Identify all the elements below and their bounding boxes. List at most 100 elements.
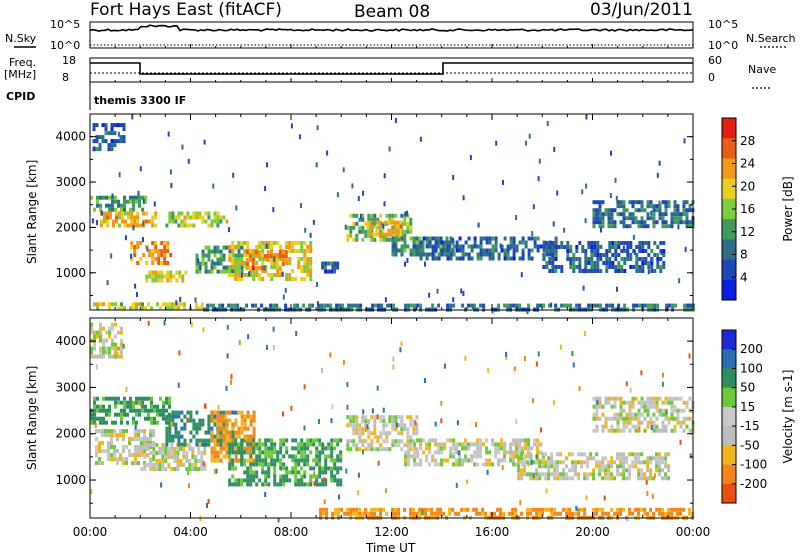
noise-search-label: N.Search — [746, 32, 796, 45]
heatmap-cell — [327, 446, 331, 451]
heatmap-cell — [599, 303, 603, 308]
heatmap-cell — [216, 414, 220, 419]
heatmap-cell — [240, 257, 244, 261]
heatmap-cell — [258, 454, 262, 459]
heatmap-cell — [189, 430, 193, 435]
heatmap-cell — [682, 416, 686, 421]
heatmap-cell — [149, 445, 152, 450]
heatmap-speckle — [392, 356, 395, 362]
heatmap-cell — [601, 424, 605, 429]
heatmap-cell — [245, 266, 249, 271]
heatmap-cell — [538, 460, 542, 465]
heatmap-cell — [168, 302, 171, 307]
heatmap-cell — [485, 446, 489, 451]
heatmap-cell — [324, 470, 328, 475]
heatmap-cell — [300, 442, 304, 447]
heatmap-cell — [565, 476, 569, 481]
heatmap-cell — [154, 249, 158, 253]
colorbar-swatch — [722, 118, 736, 139]
heatmap-cell — [643, 224, 647, 229]
heatmap-cell — [270, 458, 274, 463]
heatmap-cell — [213, 458, 217, 463]
heatmap-cell — [527, 438, 531, 443]
heatmap-cell — [422, 438, 426, 443]
heatmap-cell — [116, 123, 120, 128]
heatmap-cell — [382, 423, 386, 428]
heatmap-cell — [634, 424, 638, 429]
heatmap-cell — [96, 306, 99, 311]
heatmap-cell — [181, 278, 185, 283]
heatmap-speckle — [376, 385, 379, 391]
heatmap-cell — [406, 225, 410, 230]
heatmap-speckle — [211, 259, 214, 265]
heatmap-cell — [611, 261, 615, 265]
heatmap-cell — [309, 269, 313, 273]
heatmap-cell — [569, 245, 573, 249]
heatmap-cell — [261, 466, 265, 471]
heatmap-cell — [183, 306, 186, 311]
heatmap-speckle — [146, 246, 149, 252]
heatmap-cell — [586, 456, 590, 461]
heatmap-cell — [255, 482, 259, 487]
heatmap-cell — [297, 478, 301, 483]
heatmap-cell — [218, 303, 222, 308]
velocity-region — [95, 429, 155, 466]
heatmap-cell — [324, 265, 328, 270]
heatmap-cell — [213, 265, 217, 270]
heatmap-cell — [264, 265, 268, 269]
heatmap-cell — [575, 257, 579, 261]
heatmap-cell — [653, 253, 657, 257]
heatmap-cell — [128, 437, 131, 442]
heatmap-cell — [129, 195, 132, 200]
heatmap-cell — [455, 244, 459, 249]
heatmap-cell — [303, 257, 307, 261]
heatmap-cell — [403, 237, 407, 242]
heatmap-cell — [476, 252, 480, 257]
heatmap-cell — [279, 482, 283, 487]
heatmap-cell — [102, 420, 105, 425]
heatmap-cell — [595, 416, 599, 421]
heatmap-speckle — [170, 182, 173, 188]
heatmap-cell — [584, 257, 588, 261]
heatmap-cell — [355, 233, 359, 238]
heatmap-cell — [138, 199, 141, 204]
heatmap-cell — [191, 463, 195, 467]
heatmap-cell — [113, 433, 116, 438]
power-region — [366, 220, 403, 237]
heatmap-cell — [183, 215, 187, 220]
heatmap-cell — [267, 450, 271, 455]
heatmap-cell — [361, 225, 365, 230]
heatmap-cell — [231, 450, 235, 455]
heatmap-cell — [291, 438, 295, 443]
heatmap-cell — [521, 446, 525, 451]
heatmap-cell — [403, 233, 407, 238]
heatmap-cell — [455, 256, 459, 261]
heatmap-cell — [655, 204, 659, 209]
heatmap-cell — [412, 423, 416, 428]
heatmap-cell — [149, 433, 152, 438]
heatmap-cell — [500, 438, 504, 443]
heatmap-cell — [141, 306, 144, 311]
heatmap-cell — [130, 245, 134, 249]
heatmap-speckle — [394, 118, 397, 123]
heatmap-cell — [155, 463, 159, 467]
heatmap-speckle — [265, 243, 268, 249]
heatmap-cell — [219, 269, 223, 274]
heatmap-cell — [631, 404, 635, 409]
heatmap-cell — [685, 416, 689, 421]
power-region — [145, 270, 188, 283]
heatmap-cell — [572, 257, 576, 261]
heatmap-cell — [99, 330, 102, 335]
heatmap-speckle — [178, 350, 181, 356]
heatmap-cell — [658, 456, 662, 461]
heatmap-cell — [590, 303, 594, 308]
heatmap-cell — [273, 265, 277, 269]
heatmap-cell — [413, 442, 417, 447]
heatmap-cell — [523, 464, 527, 469]
heatmap-cell — [520, 472, 524, 477]
heatmap-cell — [577, 472, 581, 477]
heatmap-cell — [656, 303, 660, 308]
heatmap-cell — [246, 434, 250, 439]
heatmap-speckle — [235, 205, 238, 211]
heatmap-cell — [572, 253, 576, 257]
